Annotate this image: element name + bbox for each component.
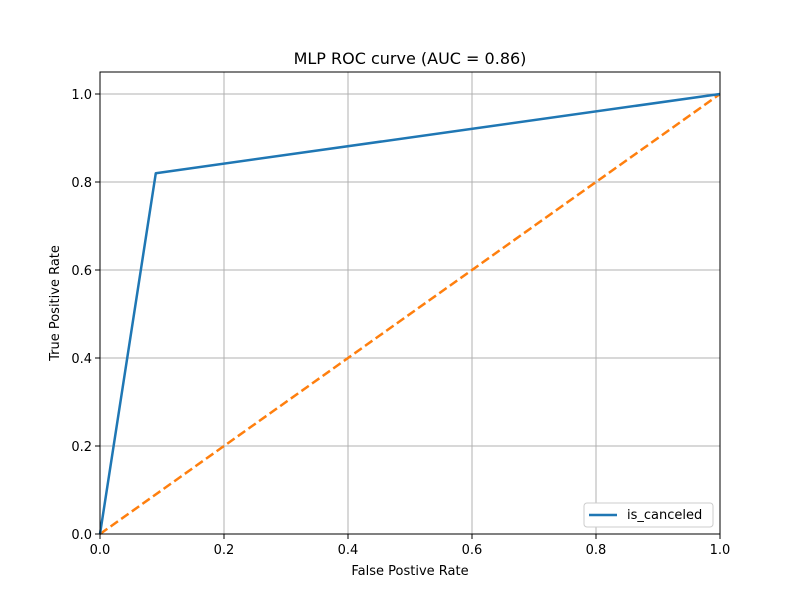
y-tick-label: 0.8 (71, 176, 92, 191)
series-layer (98, 92, 721, 536)
y-tick-label: 0.4 (71, 352, 92, 367)
legend: is_canceled (583, 502, 714, 528)
chance-line (99, 92, 721, 536)
x-tick-label: 0.6 (462, 543, 483, 558)
chart-title: MLP ROC curve (AUC = 0.86) (294, 49, 527, 68)
x-tick-label: 0.0 (90, 543, 111, 558)
roc-curve-is-canceled (98, 92, 721, 535)
plot-area (100, 72, 720, 534)
legend-label-is-canceled: is_canceled (627, 508, 702, 523)
y-tick-label: 0.0 (71, 528, 92, 543)
y-tick-label: 0.6 (71, 264, 92, 279)
y-axis-title: True Positive Rate (48, 245, 63, 362)
ticks: 0.0 0.2 0.4 0.6 0.8 1.0 0.0 0.2 0.4 0.6 0.8 1.0 (71, 88, 730, 558)
legend-box (583, 502, 714, 528)
x-tick-label: 0.4 (338, 543, 359, 558)
y-tick-label: 1.0 (71, 88, 92, 103)
grid (99, 72, 721, 535)
x-tick-label: 1.0 (710, 543, 731, 558)
x-tick-label: 0.2 (214, 543, 235, 558)
x-tick-label: 0.8 (586, 543, 607, 558)
plot-frame (99, 71, 721, 535)
y-tick-label: 0.2 (71, 440, 92, 455)
x-axis-title: False Postive Rate (351, 564, 468, 579)
